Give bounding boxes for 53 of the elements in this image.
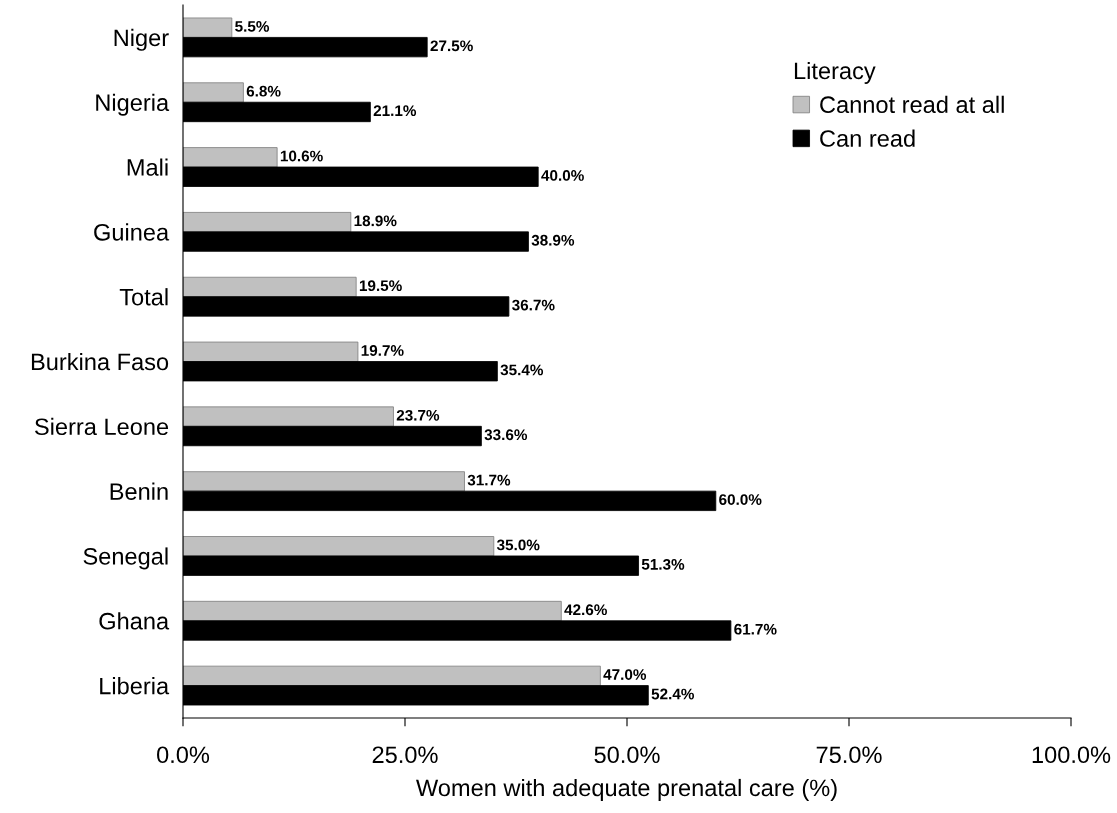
- data-label: 40.0%: [541, 170, 584, 181]
- data-label: 38.9%: [531, 234, 575, 246]
- bar: [183, 471, 465, 492]
- bar: [183, 212, 352, 233]
- x-tick-label: 75.0%: [816, 746, 882, 764]
- bar: [183, 665, 601, 687]
- bar: [183, 17, 233, 38]
- y-tick-label: Ghana: [99, 612, 170, 630]
- data-label: 10.6%: [280, 150, 323, 162]
- data-label: 33.6%: [484, 429, 528, 441]
- y-tick-label: Sierra Leone: [35, 417, 169, 436]
- y-tick-label: Burkina Faso: [31, 352, 169, 371]
- y-tick-label: Nigeria: [96, 93, 170, 116]
- y-tick-label: Guinea: [94, 223, 170, 241]
- bar: [183, 600, 562, 622]
- bar: [183, 276, 357, 298]
- data-label: 21.1%: [373, 105, 417, 117]
- y-tick-label: Total: [119, 288, 168, 306]
- y-tick-label: Mali: [127, 158, 168, 176]
- data-label: 19.7%: [361, 345, 404, 356]
- y-tick-label: Benin: [110, 482, 168, 500]
- data-label: 51.3%: [641, 558, 685, 570]
- data-label: 18.9%: [354, 215, 397, 227]
- x-tick-label: 50.0%: [594, 746, 660, 764]
- data-label: 60.0%: [719, 494, 762, 505]
- data-label: 36.7%: [512, 299, 555, 311]
- x-axis-title: Women with adequate prenatal care (%): [416, 778, 837, 801]
- data-label: 27.5%: [430, 40, 473, 52]
- legend-title: Literacy: [794, 61, 876, 84]
- data-label: 5.5%: [235, 21, 270, 32]
- y-tick-label: Liberia: [100, 677, 170, 695]
- data-label: 35.0%: [496, 539, 540, 551]
- bar: [183, 341, 359, 362]
- data-label: 31.7%: [467, 474, 511, 486]
- data-label: 52.4%: [651, 688, 695, 700]
- bar: [183, 536, 495, 557]
- x-tick-label: 25.0%: [372, 746, 438, 764]
- data-label: 19.5%: [359, 280, 402, 292]
- data-label: 23.7%: [396, 409, 440, 421]
- data-label: 35.4%: [500, 364, 544, 376]
- legend-label: Can read: [820, 129, 915, 147]
- data-label: 42.6%: [564, 604, 607, 616]
- bar: [183, 147, 278, 168]
- data-label: 61.7%: [734, 623, 777, 635]
- x-tick-label: 0.0%: [157, 746, 210, 764]
- y-tick-label: Senegal: [83, 547, 168, 570]
- bar: [183, 82, 244, 103]
- data-label: 6.8%: [246, 85, 281, 97]
- bar: [183, 406, 394, 427]
- data-label: 47.0%: [603, 669, 647, 680]
- legend-label: Cannot read at all: [820, 95, 1004, 114]
- x-tick-label: 100.0%: [1032, 746, 1111, 764]
- y-tick-label: Niger: [114, 28, 169, 51]
